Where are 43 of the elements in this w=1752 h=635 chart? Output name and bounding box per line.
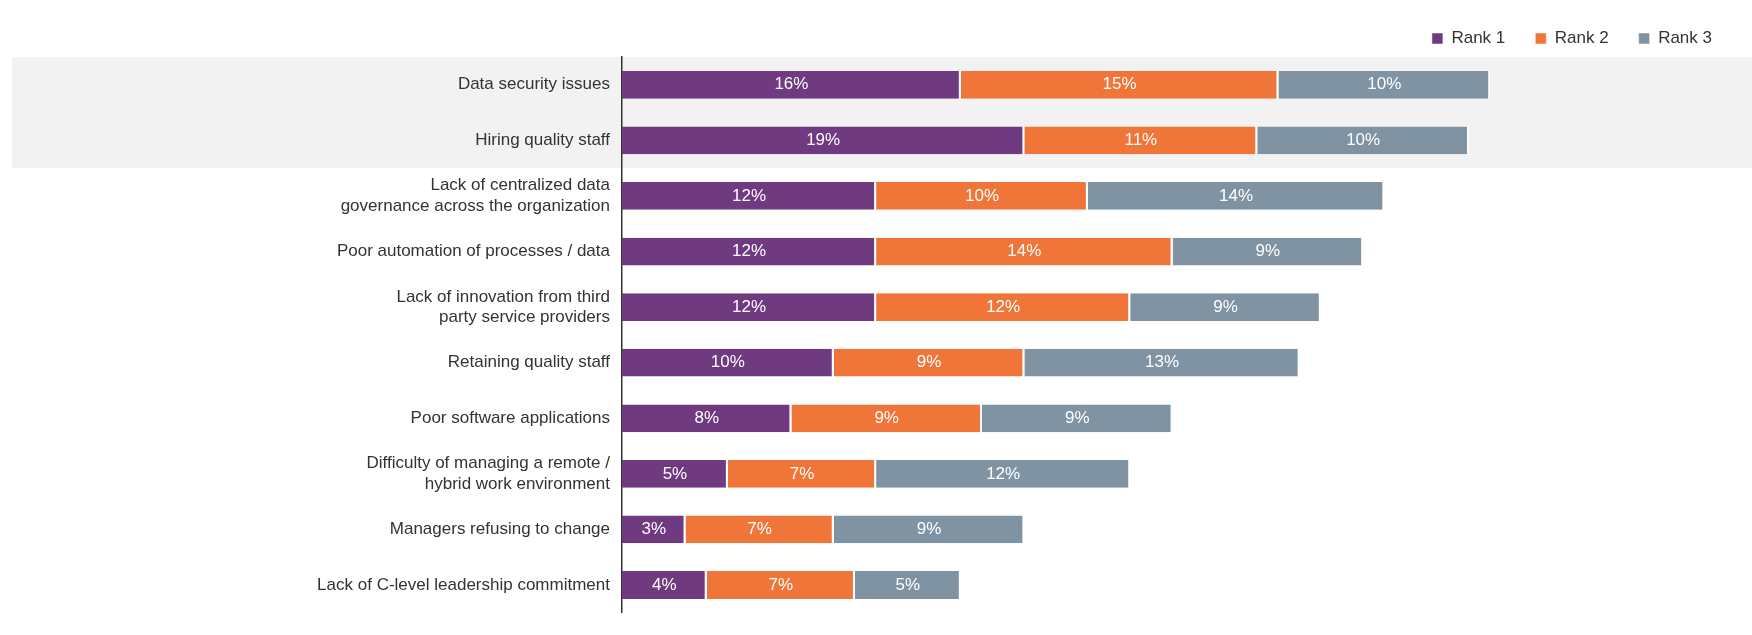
y-tick-label: Poor software applications [410, 407, 610, 427]
data-label: 7% [747, 519, 772, 539]
y-tick-label: Lack of innovation from third party service providers [396, 286, 610, 326]
y-tick-label: Managers refusing to change [389, 519, 610, 539]
data-label: 13% [1144, 352, 1179, 372]
data-label: 9% [916, 519, 942, 539]
data-label: 4% [652, 574, 677, 594]
data-label: 7% [789, 463, 815, 483]
data-label: 8% [694, 407, 719, 427]
y-tick-label: Poor automation of processes / data [336, 241, 611, 261]
legend-label: Rank 1 [1451, 28, 1506, 48]
data-label: 14% [1007, 241, 1042, 261]
data-label: 5% [895, 574, 921, 594]
y-tick-label: Data security issues [457, 74, 610, 94]
y-tick-label: Lack of centralized data governance across the organization [340, 175, 611, 215]
legend-label: Rank 2 [1554, 28, 1609, 48]
data-label: 16% [774, 74, 809, 94]
y-tick-label: Lack of C-level leadership commitment [317, 574, 611, 594]
data-label: 10% [1367, 74, 1402, 94]
data-label: 3% [641, 519, 667, 539]
data-label: 9% [1065, 407, 1090, 427]
data-label: 12% [986, 463, 1021, 483]
data-label: 10% [1346, 130, 1381, 150]
data-label: 10% [964, 185, 1000, 205]
data-label: 9% [1255, 241, 1281, 261]
data-label: 12% [732, 241, 767, 261]
data-label: 9% [1213, 296, 1238, 316]
legend-label: Rank 3 [1658, 28, 1713, 48]
y-tick-label: Difficulty of managing a remote / hybrid work environment [366, 453, 611, 493]
data-label: 9% [916, 352, 942, 372]
data-label: 5% [662, 463, 688, 483]
data-label: 12% [986, 296, 1021, 316]
y-tick-label: Hiring quality staff [475, 130, 611, 150]
data-label: 7% [768, 574, 794, 594]
data-label: 14% [1219, 185, 1254, 205]
data-label: 19% [806, 130, 841, 150]
data-label: 11% [1124, 130, 1158, 150]
data-label: 9% [874, 407, 899, 427]
data-label: 10% [710, 352, 745, 372]
data-label: 12% [732, 296, 767, 316]
y-tick-label: Retaining quality staff [447, 352, 611, 372]
data-label: 15% [1102, 74, 1137, 94]
data-label: 12% [732, 185, 767, 205]
